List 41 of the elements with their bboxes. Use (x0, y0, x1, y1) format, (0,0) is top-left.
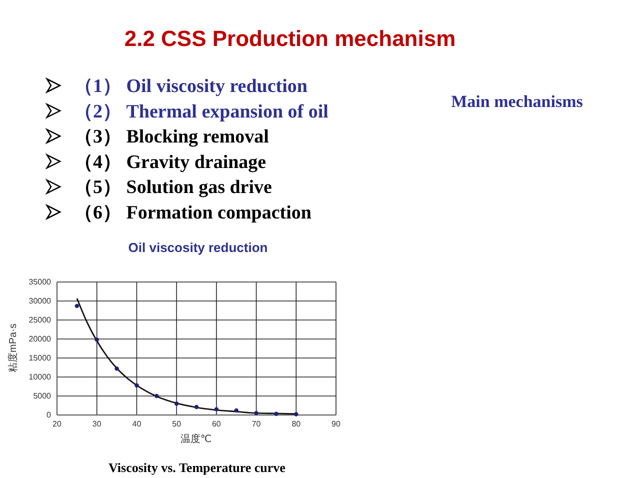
y-tick-label: 15000 (28, 354, 52, 363)
text: （5） Solution gas drive (74, 177, 272, 198)
point (214, 407, 219, 412)
y-tick-label: 5000 (33, 392, 52, 401)
text: （3） Blocking removal (74, 126, 269, 148)
text: Oil viscosity reduction (128, 240, 268, 255)
x-tick-label: 40 (132, 420, 142, 429)
point (294, 412, 298, 416)
y-tick-label: 30000 (28, 296, 52, 306)
y-tick-label: 25000 (28, 316, 52, 325)
point (194, 404, 199, 410)
point (94, 338, 99, 342)
text: Main mechanisms (451, 92, 584, 111)
y-tick-label: 0 (46, 410, 52, 420)
x-tick-label: 60 (212, 420, 222, 429)
y-axis-title: 粘度mPa·s (7, 324, 19, 372)
point (134, 383, 139, 388)
point (254, 410, 258, 416)
text: Viscosity vs. Temperature curve (108, 460, 286, 475)
point (174, 401, 179, 406)
text: （1） Oil viscosity reduction (74, 76, 308, 97)
x-tick-label: 30 (92, 420, 102, 429)
x-axis-title: 温度℃ (180, 433, 212, 445)
point (234, 408, 238, 413)
y-tick-label: 20000 (28, 334, 52, 344)
x-tick-label: 20 (52, 420, 62, 429)
text: （6） Formation compaction (74, 202, 312, 224)
x-tick-label: 80 (292, 420, 302, 429)
chart-title: 2.2 CSS Production mechanism (124, 26, 456, 51)
text: （4） Gravity drainage (74, 152, 266, 173)
line-series (76, 298, 297, 415)
point (154, 394, 159, 398)
text: （2） Thermal expansion of oil (74, 101, 328, 122)
x-tick-label: 50 (172, 420, 182, 429)
x-tick-label: 90 (332, 420, 341, 429)
y-tick-label: 10000 (28, 372, 52, 382)
point (274, 412, 278, 416)
point (114, 366, 119, 371)
x-tick-label: 70 (252, 420, 262, 429)
point (74, 304, 80, 308)
y-tick-label: 35000 (28, 278, 52, 287)
